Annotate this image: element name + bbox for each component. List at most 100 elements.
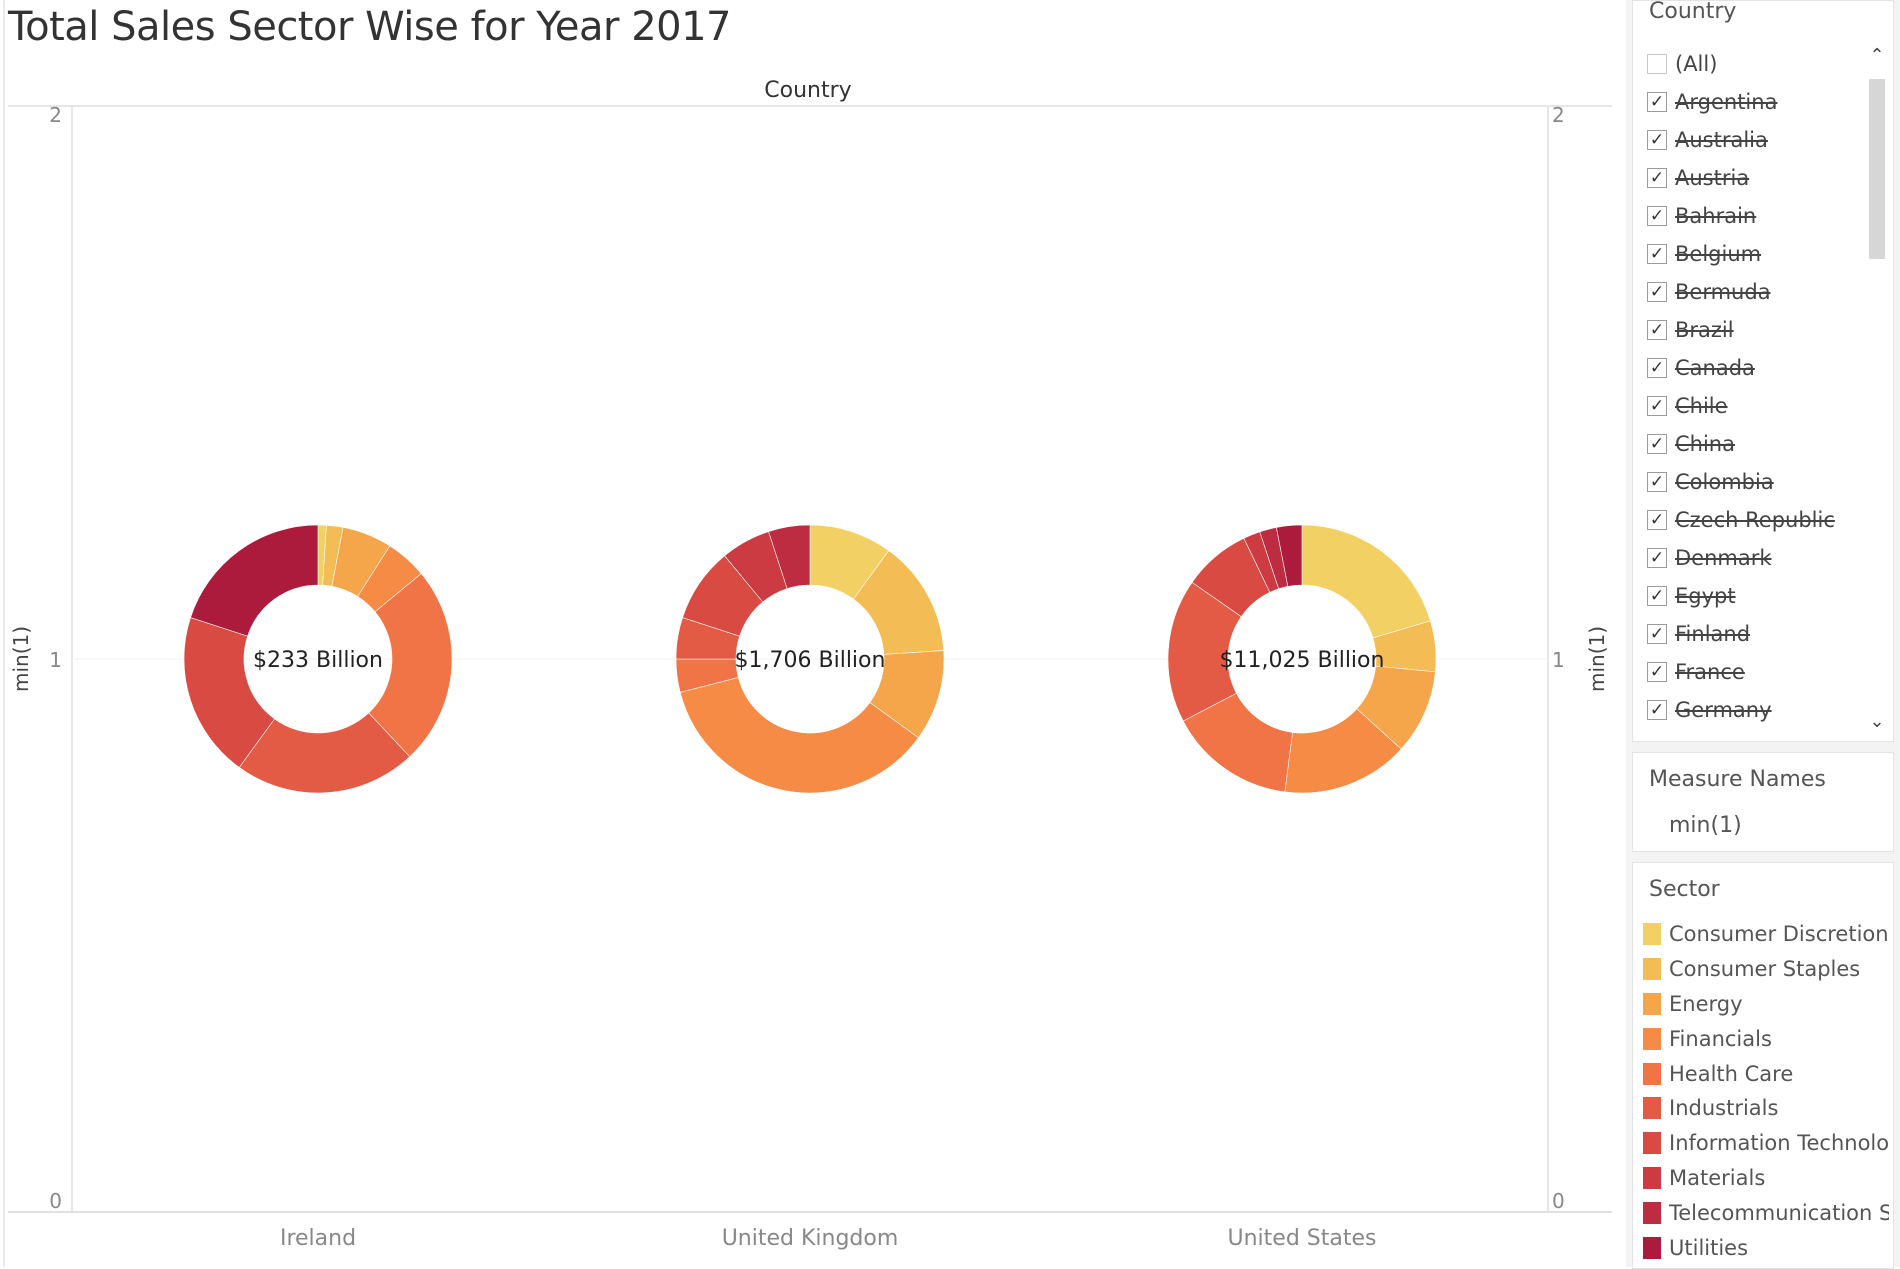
checkbox-checked-icon[interactable]: ✓ — [1647, 472, 1667, 492]
donut-slice — [368, 573, 453, 758]
country-filter-label: Brazil — [1675, 318, 1734, 342]
y-tick-label-left: 0 — [49, 1189, 62, 1213]
country-filter-label: Argentina — [1675, 90, 1778, 114]
country-filter-item[interactable]: ✓ Canada — [1647, 349, 1862, 387]
sector-legend-item[interactable]: Materials — [1643, 1161, 1893, 1196]
country-filter-list[interactable]: (All) ✓ Argentina ✓ Australia ✓ Austria ✓ Bahrai… — [1647, 45, 1862, 739]
sector-legend-label: Telecommunication S.. — [1669, 1200, 1889, 1225]
checkbox-checked-icon[interactable]: ✓ — [1647, 130, 1667, 150]
sector-legend-list: Consumer Discretiona.. Consumer Staples En… — [1643, 917, 1893, 1265]
country-filter-item[interactable]: ✓ Argentina — [1647, 83, 1862, 121]
y-tick-label-left: 2 — [49, 103, 62, 127]
sector-legend-item[interactable]: Consumer Staples — [1643, 952, 1893, 987]
sector-legend-label: Health Care — [1669, 1061, 1794, 1086]
sector-legend-item[interactable]: Telecommunication S.. — [1643, 1195, 1893, 1230]
checkbox-checked-icon[interactable]: ✓ — [1647, 624, 1667, 644]
donut-slice — [1301, 524, 1431, 639]
country-filter-item[interactable]: ✓ Colombia — [1647, 463, 1862, 501]
checkbox-checked-icon[interactable]: ✓ — [1647, 510, 1667, 530]
y-axis-title-left: min(1) — [9, 626, 33, 692]
country-filter-item[interactable]: ✓ France — [1647, 653, 1862, 691]
country-filter-item[interactable]: ✓ Australia — [1647, 121, 1862, 159]
sector-legend-item[interactable]: Utilities — [1643, 1230, 1893, 1265]
checkbox-checked-icon[interactable]: ✓ — [1647, 358, 1667, 378]
country-filter-item[interactable]: ✓ Egypt — [1647, 577, 1862, 615]
checkbox-unchecked-icon[interactable] — [1647, 54, 1667, 74]
checkbox-checked-icon[interactable]: ✓ — [1647, 662, 1667, 682]
sector-legend-label: Consumer Discretiona.. — [1669, 922, 1889, 947]
country-filter-item[interactable]: ✓ Czech Republic — [1647, 501, 1862, 539]
checkbox-checked-icon[interactable]: ✓ — [1647, 168, 1667, 188]
checkbox-checked-icon[interactable]: ✓ — [1647, 92, 1667, 112]
country-filter-item[interactable]: ✓ Chile — [1647, 387, 1862, 425]
donut-slice — [768, 524, 811, 589]
scroll-thumb[interactable] — [1869, 79, 1885, 259]
checkbox-checked-icon[interactable]: ✓ — [1647, 434, 1667, 454]
country-filter-label: Australia — [1675, 128, 1768, 152]
country-filter-label: France — [1675, 660, 1745, 684]
page-title: Total Sales Sector Wise for Year 2017 — [8, 4, 731, 50]
measure-names-title: Measure Names — [1649, 767, 1826, 792]
legend-swatch — [1643, 1201, 1661, 1224]
country-filter-label: Canada — [1675, 356, 1755, 380]
filter-scrollbar[interactable]: ⌃ ⌄ — [1865, 45, 1889, 735]
x-category-label: United Kingdom — [722, 1226, 899, 1251]
scroll-down-icon[interactable]: ⌄ — [1869, 711, 1885, 732]
donut-center-label: $11,025 Billion — [1220, 648, 1385, 673]
sector-legend-label: Energy — [1669, 991, 1743, 1016]
side-panel: Country (All) ✓ Argentina ✓ Australia ✓ Austri… — [1626, 0, 1900, 1269]
country-filter-item[interactable]: ✓ China — [1647, 425, 1862, 463]
sector-legend-label: Materials — [1669, 1165, 1766, 1190]
chart-area: Country 2 2 1 1 0 0 min(1) min(1) $233 Billion Ire… — [3, 0, 1612, 1267]
country-filter-item[interactable]: ✓ Denmark — [1647, 539, 1862, 577]
country-filter-item[interactable]: ✓ Bermuda — [1647, 273, 1862, 311]
checkbox-checked-icon[interactable]: ✓ — [1647, 586, 1667, 606]
legend-swatch — [1643, 1062, 1661, 1085]
country-filter-title: Country — [1649, 0, 1737, 24]
sector-legend-title: Sector — [1649, 877, 1720, 902]
sector-legend-item[interactable]: Information Technolo.. — [1643, 1126, 1893, 1161]
y-axis-title-right: min(1) — [1585, 626, 1609, 692]
donut-center-label: $233 Billion — [253, 648, 383, 673]
sector-legend-item[interactable]: Health Care — [1643, 1056, 1893, 1091]
sector-legend-item[interactable]: Financials — [1643, 1021, 1893, 1056]
checkbox-checked-icon[interactable]: ✓ — [1647, 282, 1667, 302]
sector-legend-item[interactable]: Industrials — [1643, 1091, 1893, 1126]
sector-legend-label: Industrials — [1669, 1096, 1779, 1121]
checkbox-checked-icon[interactable]: ✓ — [1647, 396, 1667, 416]
country-filter-label: Finland — [1675, 622, 1751, 646]
checkbox-checked-icon[interactable]: ✓ — [1647, 700, 1667, 720]
sector-legend-label: Financials — [1669, 1026, 1772, 1051]
x-category-label: United States — [1228, 1226, 1377, 1251]
sector-legend-label: Utilities — [1669, 1235, 1749, 1260]
country-filter-item[interactable]: ✓ Finland — [1647, 615, 1862, 653]
legend-swatch — [1643, 992, 1661, 1015]
country-filter-label: Colombia — [1675, 470, 1774, 494]
sector-legend-item[interactable]: Energy — [1643, 987, 1893, 1022]
donut-slice — [190, 524, 319, 637]
country-filter-item[interactable]: ✓ Brazil — [1647, 311, 1862, 349]
measure-names-item[interactable]: min(1) — [1669, 813, 1742, 838]
country-filter-item[interactable]: ✓ Austria — [1647, 159, 1862, 197]
checkbox-checked-icon[interactable]: ✓ — [1647, 244, 1667, 264]
checkbox-checked-icon[interactable]: ✓ — [1647, 320, 1667, 340]
legend-swatch — [1643, 923, 1661, 946]
checkbox-checked-icon[interactable]: ✓ — [1647, 548, 1667, 568]
legend-swatch — [1643, 1132, 1661, 1155]
country-filter-label: China — [1675, 432, 1735, 456]
country-filter-label: Bahrain — [1675, 204, 1757, 228]
sector-legend-label: Information Technolo.. — [1669, 1131, 1889, 1156]
sector-legend-item[interactable]: Consumer Discretiona.. — [1643, 917, 1893, 952]
checkbox-checked-icon[interactable]: ✓ — [1647, 206, 1667, 226]
country-filter-label: Denmark — [1675, 546, 1772, 570]
donut-slice — [183, 617, 275, 768]
donut-slice — [679, 677, 919, 794]
legend-swatch — [1643, 1027, 1661, 1050]
country-filter-item[interactable]: ✓ Germany — [1647, 691, 1862, 729]
scroll-up-icon[interactable]: ⌃ — [1869, 45, 1885, 66]
country-filter-item[interactable]: ✓ Bahrain — [1647, 197, 1862, 235]
sector-legend-label: Consumer Staples — [1669, 957, 1861, 982]
chart-svg: Country 2 2 1 1 0 0 min(1) min(1) $233 Billion Ire… — [3, 0, 1612, 1267]
country-filter-item[interactable]: (All) — [1647, 45, 1862, 83]
country-filter-item[interactable]: ✓ Belgium — [1647, 235, 1862, 273]
